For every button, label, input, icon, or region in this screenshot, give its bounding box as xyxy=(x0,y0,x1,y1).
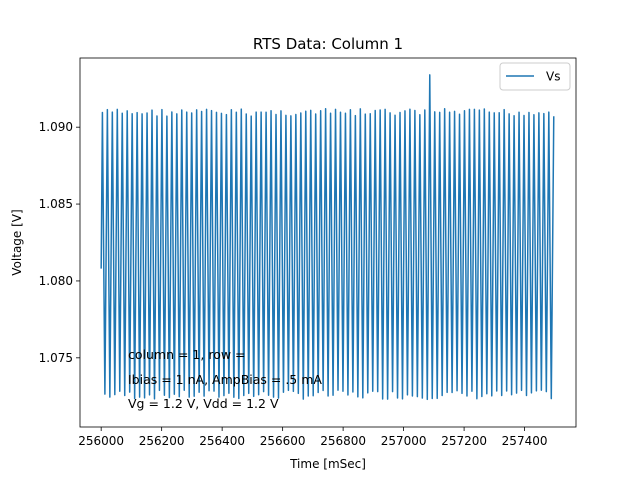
y-tick-label: 1.085 xyxy=(39,197,73,211)
x-tick-label: 256600 xyxy=(260,434,306,448)
chart-title: RTS Data: Column 1 xyxy=(253,35,403,53)
annotation-line-1: column = 1, row = xyxy=(128,347,246,362)
x-tick-label: 256200 xyxy=(139,434,185,448)
y-tick-label: 1.090 xyxy=(39,120,73,134)
y-tick-label: 1.075 xyxy=(39,351,73,365)
plot-frame xyxy=(79,57,577,428)
x-tick-label: 256400 xyxy=(199,434,245,448)
x-tick-label: 257400 xyxy=(502,434,548,448)
x-axis-label: Time [mSec] xyxy=(289,457,366,471)
x-axis-ticks: 256000 256200 256400 256600 256800 257000 2572… xyxy=(78,427,547,448)
annotation-line-2: Ibias = 1 nA, AmpBias = .5 mA xyxy=(128,372,322,387)
series-line-vs xyxy=(100,74,555,401)
y-axis-ticks: 1.075 1.080 1.085 1.090 xyxy=(39,120,80,365)
y-axis-label: Voltage [V] xyxy=(10,209,24,275)
y-tick-label: 1.080 xyxy=(39,274,73,288)
legend: Vs xyxy=(499,62,571,91)
x-tick-label: 256000 xyxy=(78,434,124,448)
x-tick-label: 257000 xyxy=(381,434,427,448)
annotation-line-3: Vg = 1.2 V, Vdd = 1.2 V xyxy=(128,396,279,411)
series-layer xyxy=(100,74,555,401)
legend-box xyxy=(499,62,571,91)
x-tick-label: 257200 xyxy=(441,434,487,448)
legend-label-vs: Vs xyxy=(546,70,560,84)
x-tick-label: 256800 xyxy=(320,434,366,448)
